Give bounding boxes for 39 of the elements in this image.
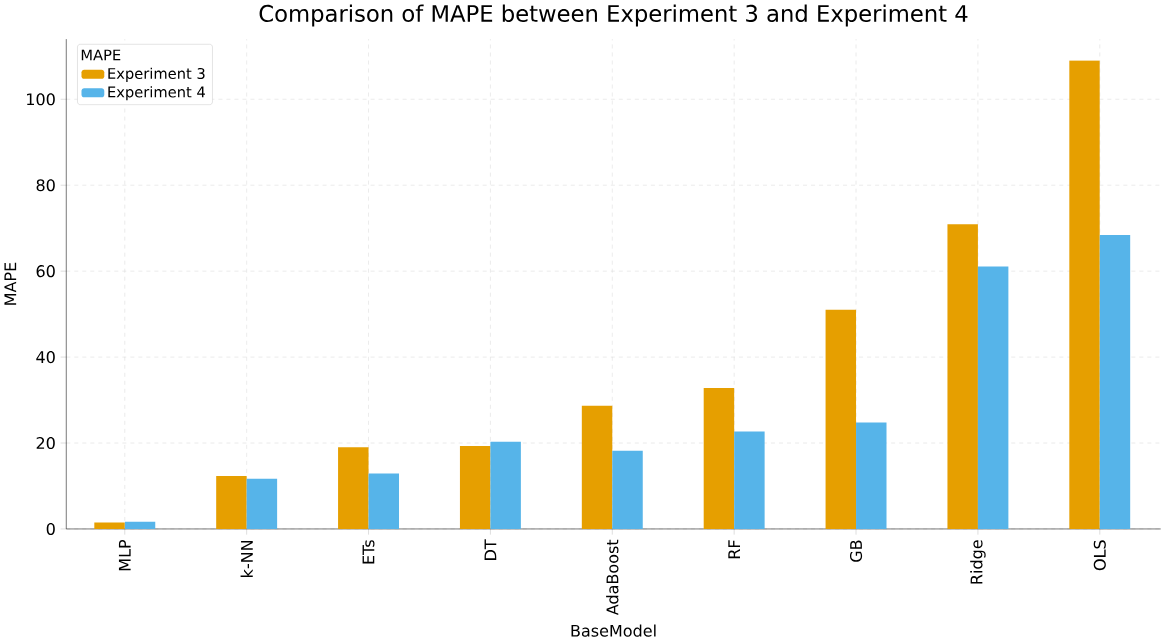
legend-title: MAPE — [81, 49, 121, 61]
bar — [1099, 234, 1131, 529]
x-tick-label: k-NN — [240, 540, 253, 577]
bar — [734, 431, 765, 529]
bar — [94, 522, 125, 529]
x-tick-label: RF — [728, 540, 740, 559]
y-tick-label: 60 — [36, 264, 55, 278]
y-tick-label: 80 — [36, 179, 55, 192]
bar — [490, 441, 521, 529]
bar — [825, 309, 857, 529]
bar — [246, 478, 278, 529]
bar — [459, 445, 491, 529]
y-tick-label: 20 — [36, 436, 55, 449]
bar — [216, 475, 247, 529]
chart-title: Comparison of MAPE between Experiment 3 and Experiment 4 — [259, 4, 968, 27]
legend-label: Experiment 3 — [108, 67, 205, 82]
x-tick-label: MLP — [118, 539, 131, 571]
bar — [368, 473, 400, 529]
x-tick-label: AdaBoost — [606, 539, 619, 615]
bar — [977, 266, 1009, 529]
y-axis-title: MAPE — [4, 262, 17, 305]
x-tick-label: OLS — [1093, 540, 1106, 571]
x-tick-label: ETs — [362, 540, 375, 564]
x-tick-label: DT — [484, 539, 497, 560]
legend-label: Experiment 4 — [108, 86, 205, 101]
bar — [338, 447, 369, 529]
bar — [703, 387, 735, 529]
bar — [1069, 60, 1100, 529]
bar — [124, 521, 156, 529]
bar — [612, 450, 643, 529]
bar — [856, 422, 887, 529]
y-tick-label: 0 — [46, 522, 55, 535]
x-tick-label: GB — [849, 540, 863, 562]
y-tick-label: 100 — [27, 93, 55, 106]
x-axis-title: BaseModel — [571, 624, 656, 637]
bar — [947, 224, 978, 529]
x-tick-label: Ridge — [970, 540, 986, 584]
y-tick-label: 40 — [36, 350, 55, 364]
bar — [581, 405, 613, 529]
